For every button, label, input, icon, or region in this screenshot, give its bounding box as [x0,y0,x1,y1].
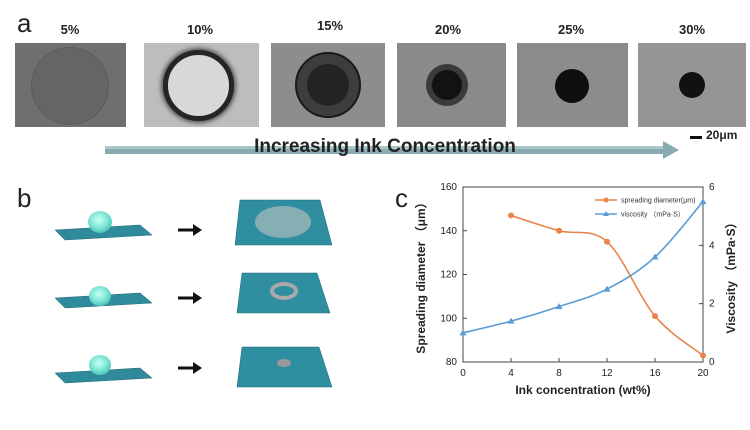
data-point [459,329,467,336]
data-point [652,313,658,320]
y2-tick-label: 6 [709,182,715,193]
micrograph-5 [15,43,126,127]
micrograph-label-20: 20% [434,22,462,37]
panel-label-a: a [17,8,32,38]
micrograph-15 [271,43,385,127]
y2-tick-label: 2 [709,299,715,310]
data-point [556,227,562,234]
droplet-on-substrate-3 [54,355,153,384]
micrograph-30 [638,43,746,127]
right-arrow-icon [178,224,202,236]
legend-marker [603,211,609,216]
micrograph-25 [517,43,628,127]
deposit-uniform [234,199,333,246]
micrograph-label-25: 25% [557,22,585,37]
droplet-core [432,70,462,100]
x-tick-label: 20 [697,368,709,379]
data-point [507,317,515,324]
droplet-core [555,69,589,103]
x-tick-label: 16 [649,368,661,379]
droplet-ring [295,52,361,118]
x-tick-label: 8 [556,368,562,379]
y-tick-label: 140 [440,226,457,237]
series-line-viscosity [462,201,704,334]
chart-legend: spreading diameter(μm) viscosity （mPa·S） [595,197,695,219]
droplet-stain [32,48,108,124]
x-axis-title: Ink concentration (wt%) [515,383,650,397]
micrograph-10 [144,43,259,127]
x-tick-label: 4 [508,368,514,379]
y-tick-label: 100 [440,313,457,324]
droplet-ring [163,50,234,121]
droplet-on-substrate-1 [54,211,153,241]
droplet-on-substrate-2 [54,286,153,309]
data-point [700,352,706,359]
legend-label: viscosity （mPa·S） [621,211,685,219]
data-point [699,198,707,205]
y-tick-label: 120 [440,270,457,281]
data-point [555,303,563,310]
y2-axis-title: Viscosity （mPa·S） [723,216,738,333]
micrograph-20 [397,43,506,127]
data-point [604,238,610,245]
concentration-chart: 0 4 8 12 16 20 80 100 120 140 160 0 2 4 6 spreading di… [413,182,738,397]
y-axis-title: Spreading diameter （μm） [413,196,428,353]
micrograph-label-10: 10% [186,22,214,37]
micrograph-label-5: 5% [60,22,80,37]
y-tick-label: 80 [446,357,458,368]
schematic-diagram [54,199,333,388]
data-point [603,285,611,292]
x-tick-label: 0 [460,368,466,379]
right-arrow-icon [178,362,202,374]
right-arrow-icon [178,292,202,304]
x-tick-label: 12 [601,368,613,379]
deposit-dot [236,346,333,388]
data-point [508,212,514,219]
y-tick-label: 160 [440,182,457,193]
data-point [651,253,659,260]
legend-label: spreading diameter(μm) [621,198,695,205]
panel-label-b: b [17,183,32,213]
panel-label-c: c [395,183,408,213]
droplet-core [307,64,349,106]
scale-bar-label: 20μm [706,128,738,142]
droplet-core [679,72,705,98]
y2-tick-label: 4 [709,240,715,251]
micrograph-label-30: 30% [678,22,706,37]
legend-marker [603,197,609,203]
arrow-label: Increasing Ink Concentration [254,136,516,157]
scale-bar [690,136,702,139]
concentration-arrow [105,141,679,159]
deposit-ring [236,272,331,314]
y2-tick-label: 0 [709,357,715,368]
micrograph-label-15: 15% [316,18,344,33]
